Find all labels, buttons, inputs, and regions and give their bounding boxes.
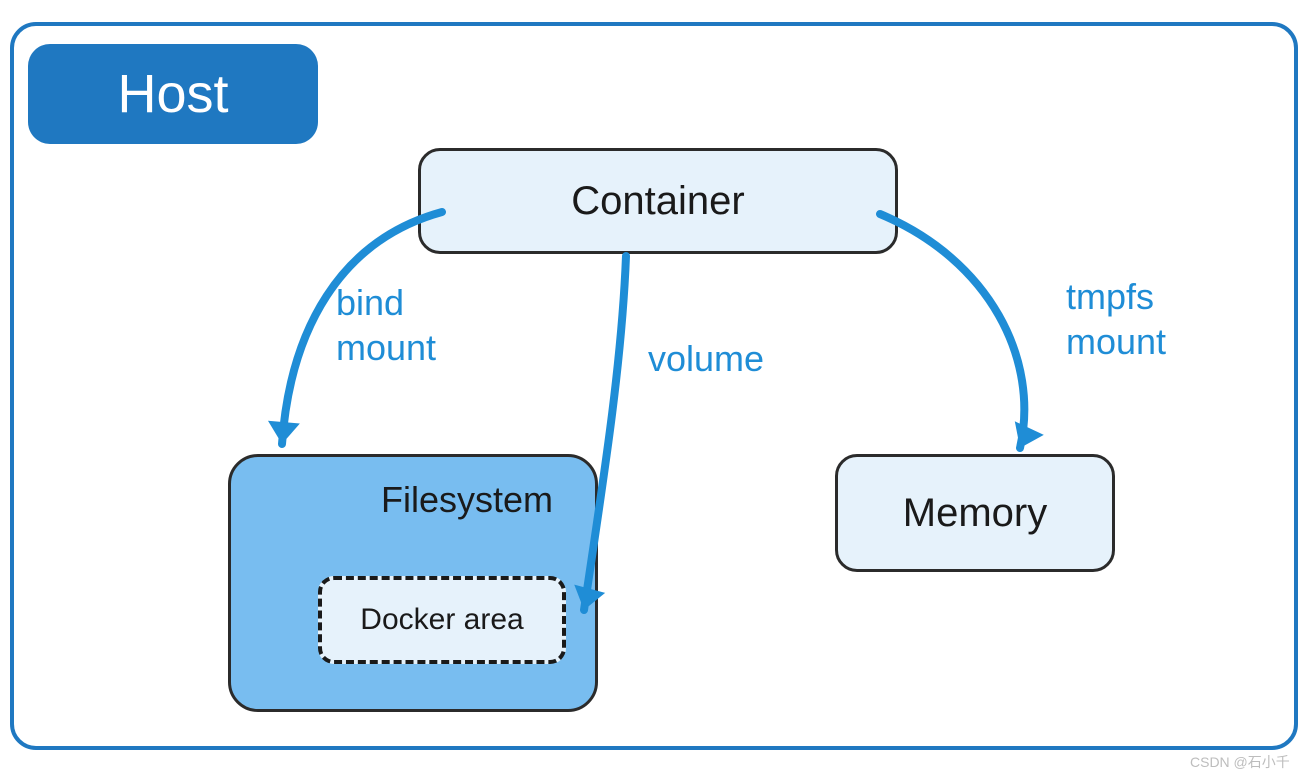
filesystem-label: Filesystem <box>381 479 553 521</box>
watermark: CSDN @石小千 <box>1190 752 1290 772</box>
host-label: Host <box>28 44 318 144</box>
diagram-canvas: Host Container Filesystem Docker area Me… <box>0 0 1310 772</box>
host-label-text: Host <box>117 63 228 125</box>
container-label: Container <box>571 179 744 224</box>
bind-mount-label: bind mount <box>336 280 436 370</box>
container-node: Container <box>418 148 898 254</box>
memory-label: Memory <box>903 491 1047 536</box>
docker-area-label: Docker area <box>360 603 523 637</box>
tmpfs-mount-label: tmpfs mount <box>1066 274 1166 364</box>
volume-label: volume <box>648 336 764 381</box>
memory-node: Memory <box>835 454 1115 572</box>
docker-area-node: Docker area <box>318 576 566 664</box>
